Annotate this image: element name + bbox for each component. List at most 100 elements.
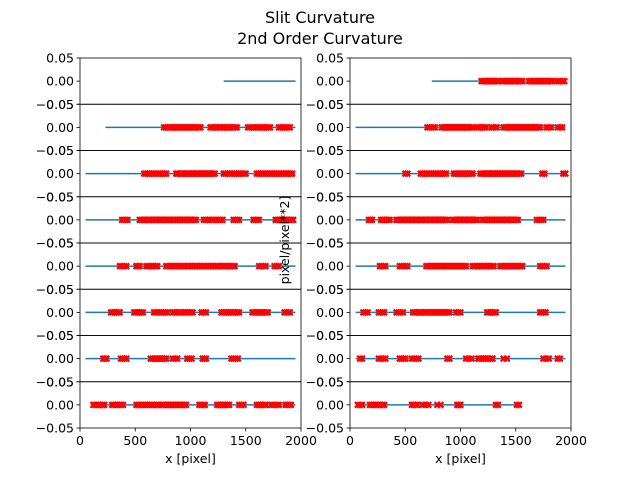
- subplot-grid: 0.050.00−0.050.050.00−0.050.050.00−0.050…: [36, 51, 587, 467]
- y-tick-label: 0.00: [46, 305, 74, 320]
- data-point: [239, 401, 248, 409]
- data-point: [242, 170, 250, 178]
- data-point: [286, 308, 294, 316]
- data-point: [117, 401, 125, 409]
- data-point: [545, 355, 553, 363]
- data-point: [540, 170, 549, 178]
- figure-title-line2: 2nd Order Curvature: [237, 29, 403, 48]
- x-tick-label: 1500: [500, 433, 532, 448]
- data-point: [517, 262, 525, 270]
- data-point: [211, 170, 219, 178]
- x-tick-label: 500: [123, 433, 147, 448]
- y-tick-label: −0.05: [306, 374, 344, 389]
- data-point: [262, 308, 270, 316]
- data-point: [217, 216, 225, 224]
- data-point: [189, 308, 197, 316]
- data-point: [182, 401, 190, 409]
- data-point: [264, 308, 272, 316]
- data-point: [260, 401, 268, 409]
- data-point: [518, 262, 526, 270]
- y-tick-label: 0.00: [46, 351, 74, 366]
- data-point: [467, 355, 476, 363]
- y-tick-label: 0.00: [316, 305, 344, 320]
- data-point: [403, 170, 412, 178]
- data-point: [275, 401, 283, 409]
- y-tick-label: 0.00: [316, 259, 344, 274]
- data-point: [288, 170, 296, 178]
- data-point: [368, 216, 376, 224]
- data-point: [231, 262, 239, 270]
- data-point: [487, 355, 495, 363]
- x-tick-label: 1000: [175, 433, 207, 448]
- data-point: [558, 123, 566, 131]
- data-point: [490, 308, 498, 316]
- data-point: [120, 355, 129, 363]
- subplot-left-7: 0.05 0.00 −0.05: [36, 328, 302, 389]
- subplot-left-1: 0.05 0.00 −0.05: [36, 51, 302, 112]
- data-point: [284, 123, 292, 131]
- y-tick-label: 0.05: [46, 236, 74, 251]
- data-point: [381, 355, 389, 363]
- data-point: [139, 308, 147, 316]
- data-point: [515, 401, 523, 409]
- data-point: [378, 401, 387, 409]
- data-point: [151, 262, 160, 270]
- y-tick-label: 0.00: [46, 74, 74, 89]
- data-point: [445, 308, 454, 316]
- data-point: [536, 123, 544, 131]
- data-point: [515, 170, 524, 178]
- data-point: [444, 308, 452, 316]
- data-point: [414, 355, 423, 363]
- subplot-left-8: 0.05 0.00 −0.05: [36, 374, 302, 436]
- data-point: [255, 216, 263, 224]
- data-point: [233, 123, 241, 131]
- x-tick-label: 500: [393, 433, 417, 448]
- data-point: [366, 216, 375, 224]
- data-point: [234, 355, 242, 363]
- data-point: [200, 355, 208, 363]
- data-point: [492, 308, 500, 316]
- data-point: [201, 401, 209, 409]
- data-point: [480, 123, 488, 131]
- y-tick-label: 0.05: [316, 97, 344, 112]
- y-axis-label: pixel/pixel**2]: [277, 196, 292, 285]
- subplot-left-5: 0.05 0.00 −0.05: [36, 236, 302, 297]
- subplot-right-7: 0.05 0.00 −0.05: [306, 328, 572, 389]
- data-point: [364, 308, 372, 316]
- y-tick-label: 0.00: [316, 397, 344, 412]
- data-point: [413, 401, 421, 409]
- data-point: [455, 401, 463, 409]
- data-point: [287, 216, 296, 224]
- data-point: [202, 308, 210, 316]
- data-point: [231, 123, 239, 131]
- y-tick-label: −0.05: [36, 328, 74, 343]
- y-tick-label: 0.05: [46, 51, 74, 66]
- data-point: [229, 262, 237, 270]
- data-point: [424, 401, 433, 409]
- data-point: [122, 216, 130, 224]
- data-point: [162, 170, 170, 178]
- data-point: [517, 77, 525, 85]
- data-point: [378, 308, 386, 316]
- y-tick-label: −0.05: [36, 189, 74, 204]
- column-right: 0.050.00−0.050.050.00−0.050.050.00−0.050…: [306, 51, 587, 467]
- data-point: [223, 401, 232, 409]
- data-point: [275, 262, 283, 270]
- data-point: [233, 216, 241, 224]
- y-tick-label: 0.00: [46, 212, 74, 227]
- data-point: [561, 170, 570, 178]
- data-point: [462, 262, 470, 270]
- data-point: [556, 355, 564, 363]
- data-point: [273, 401, 281, 409]
- data-point: [134, 262, 142, 270]
- y-tick-label: 0.00: [46, 259, 74, 274]
- data-point: [429, 123, 437, 131]
- data-point: [264, 123, 272, 131]
- data-point: [437, 401, 445, 409]
- data-point: [161, 308, 169, 316]
- data-point: [384, 216, 392, 224]
- data-point: [225, 401, 233, 409]
- y-tick-label: 0.05: [316, 51, 344, 66]
- data-point: [98, 401, 107, 409]
